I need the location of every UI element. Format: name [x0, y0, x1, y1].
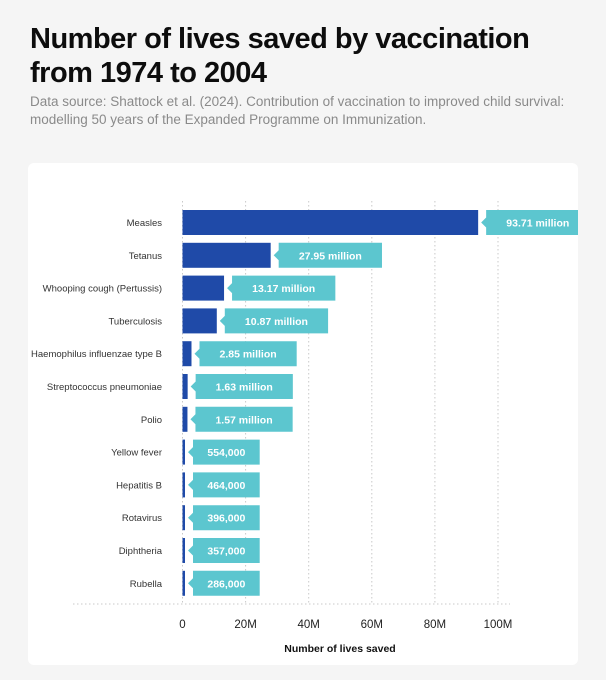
value-label-box	[190, 374, 293, 399]
bar	[182, 406, 188, 432]
bar	[182, 439, 185, 465]
value-label: 396,000	[207, 513, 245, 525]
category-label: Streptococcus pneumoniae	[47, 382, 162, 393]
value-label-box	[273, 242, 382, 268]
category-label: Tuberculosis	[108, 316, 162, 327]
value-label-box	[190, 406, 293, 432]
value-label-box	[194, 341, 297, 367]
category-label: Hepatitis B	[116, 480, 162, 491]
x-tick-label: 60M	[361, 619, 383, 631]
category-label: Tetanus	[129, 251, 163, 262]
value-label: 93.71 million	[506, 218, 569, 230]
chart-subtitle: Data source: Shattock et al. (2024). Con…	[30, 94, 565, 127]
category-label: Polio	[141, 415, 162, 426]
value-label-box	[188, 439, 260, 465]
x-tick-label: 40M	[298, 619, 320, 631]
bar	[182, 242, 271, 268]
value-label: 464,000	[207, 480, 245, 492]
value-label: 13.17 million	[252, 283, 315, 295]
bar	[182, 341, 192, 367]
value-label-box	[188, 472, 260, 498]
value-label-box	[219, 308, 329, 334]
category-label: Rubella	[130, 579, 163, 590]
category-label: Diphtheria	[119, 546, 163, 557]
bar	[182, 538, 185, 563]
value-label: 554,000	[207, 447, 245, 459]
category-label: Haemophilus influenzae type B	[31, 349, 162, 360]
value-label-box	[188, 570, 260, 596]
value-label-box	[481, 210, 578, 235]
value-label: 1.57 million	[215, 414, 272, 426]
x-tick-label: 20M	[234, 619, 256, 631]
value-label-box	[188, 505, 260, 531]
value-label-box	[227, 275, 336, 301]
value-label: 10.87 million	[245, 316, 308, 328]
bar	[182, 308, 217, 334]
bar	[182, 374, 188, 399]
bar	[182, 570, 185, 596]
chart-title: Number of lives saved by vaccination fro…	[30, 23, 530, 89]
bar	[182, 472, 185, 498]
category-label: Yellow fever	[111, 448, 162, 459]
value-label: 286,000	[207, 578, 245, 590]
bar	[182, 210, 479, 235]
x-tick-label: 100M	[484, 619, 513, 631]
value-label: 27.95 million	[299, 250, 362, 262]
bar-chart: 0 20M 40M 60M 80M 100M Number of lives saved Me…	[31, 201, 578, 655]
x-tick-label: 0	[179, 619, 185, 631]
category-label: Measles	[127, 218, 163, 229]
category-label: Rotavirus	[122, 513, 162, 524]
value-label: 2.85 million	[219, 349, 276, 361]
chart-card: 0 20M 40M 60M 80M 100M Number of lives saved Me…	[28, 163, 578, 665]
value-label: 1.63 million	[216, 382, 273, 394]
value-label: 357,000	[207, 546, 245, 558]
value-label-box	[188, 538, 260, 563]
bar	[182, 275, 225, 301]
bar	[182, 505, 185, 531]
x-tick-label: 80M	[424, 619, 446, 631]
x-axis-label: Number of lives saved	[284, 643, 395, 655]
category-label: Whooping cough (Pertussis)	[43, 284, 162, 295]
